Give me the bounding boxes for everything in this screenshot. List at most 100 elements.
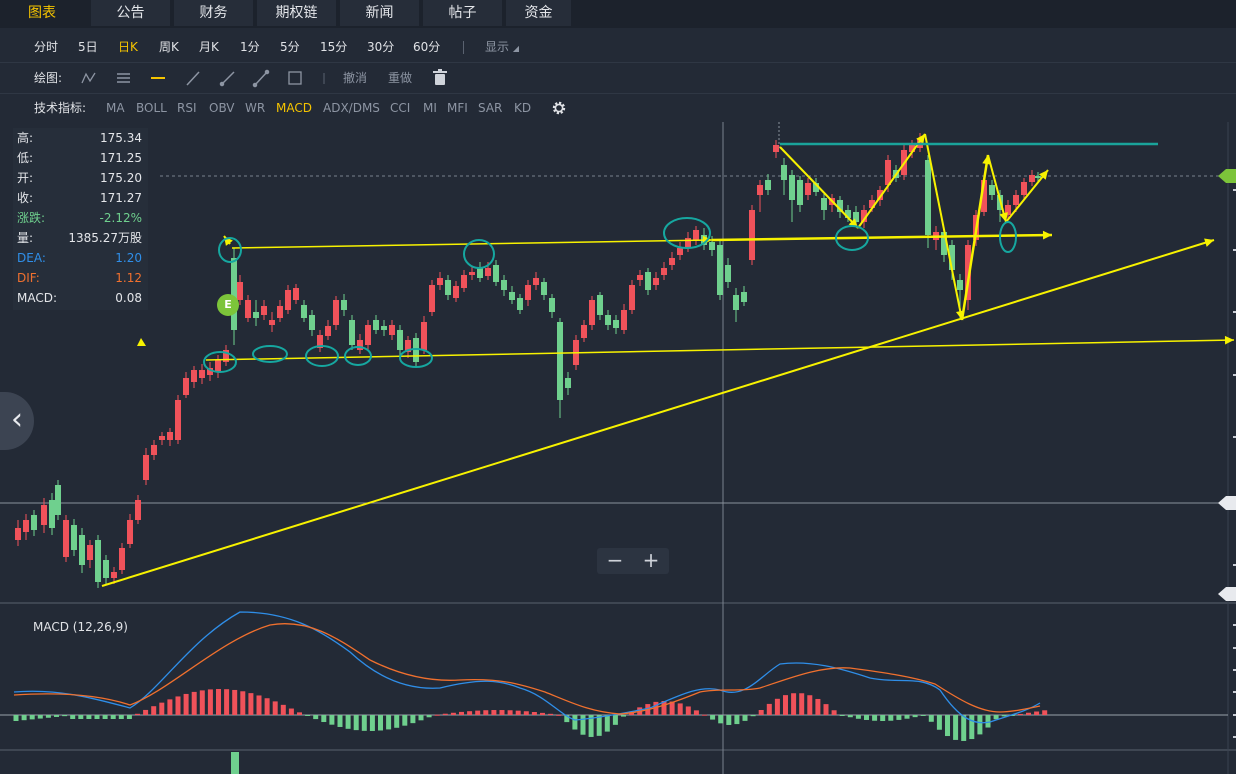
period-15min[interactable]: 15分 [320, 40, 348, 54]
redo-button[interactable]: 重做 [388, 71, 413, 85]
trash-icon[interactable] [433, 69, 447, 85]
candle-body [231, 258, 237, 330]
tab-announcements[interactable]: 公告 [91, 0, 170, 26]
candle-body [63, 520, 69, 557]
macd-histogram-bar [588, 715, 594, 737]
indicator-cci[interactable]: CCI [390, 101, 411, 115]
period-weekly-k[interactable]: 周K [159, 40, 179, 54]
axis-price-tag [1218, 496, 1236, 510]
candle-body [837, 200, 843, 212]
display-dropdown[interactable]: 显示 ◢ [485, 32, 519, 64]
tab-financials[interactable]: 财务 [174, 0, 253, 26]
resistance-line [231, 239, 713, 249]
ray-tool-icon[interactable] [219, 71, 235, 87]
candle-body [653, 278, 659, 285]
tab-capital[interactable]: 资金 [506, 0, 571, 26]
axis-tick [1233, 189, 1236, 191]
indicator-label: 技术指标: [34, 101, 87, 115]
macd-histogram-bar [758, 710, 764, 715]
dif-line [13, 611, 1041, 724]
period-5min[interactable]: 5分 [280, 40, 300, 54]
indicator-rsi[interactable]: RSI [177, 101, 197, 115]
period-5day[interactable]: 5日 [78, 40, 98, 54]
tab-options-chain[interactable]: 期权链 [257, 0, 336, 26]
macd-histogram-bar [102, 715, 108, 719]
annotation-circle [663, 217, 711, 249]
macd-histogram-bar [985, 715, 991, 728]
indicator-mi[interactable]: MI [423, 101, 437, 115]
candle-body [693, 230, 699, 240]
tab-chart[interactable]: 图表 [0, 0, 84, 26]
volume-bar [231, 752, 239, 774]
zoom-in-button[interactable]: + [642, 548, 660, 572]
undo-button[interactable]: 撤消 [343, 71, 368, 85]
period-1min[interactable]: 1分 [240, 40, 260, 54]
macd-histogram-bar [888, 715, 894, 721]
quote-dif-row: DIF: 1.12 [13, 268, 148, 288]
candle-body [629, 285, 635, 310]
annotation-triangle [137, 338, 146, 346]
wave-line [857, 133, 926, 229]
macd-histogram-bar [167, 699, 173, 715]
candle-body [253, 312, 259, 318]
indicator-sar[interactable]: SAR [478, 101, 503, 115]
period-60min[interactable]: 60分 [413, 40, 441, 54]
indicator-adx-dms[interactable]: ADX/DMS [323, 101, 380, 115]
candle-body [949, 245, 955, 270]
trend-line-tool-icon[interactable] [186, 71, 200, 86]
tab-posts[interactable]: 帖子 [423, 0, 502, 26]
macd-histogram-bar [847, 715, 853, 718]
indicator-boll[interactable]: BOLL [136, 101, 167, 115]
axis-tick [1233, 691, 1236, 693]
polyline-tool-icon[interactable] [81, 72, 96, 84]
earnings-event-badge[interactable]: E [217, 294, 239, 316]
candle-body [41, 505, 47, 525]
candle-body [749, 210, 755, 260]
macd-histogram-bar [677, 703, 683, 715]
indicator-macd[interactable]: MACD [276, 101, 312, 115]
period-intraday[interactable]: 分时 [34, 40, 59, 54]
candle-body [941, 232, 947, 255]
macd-histogram-bar [183, 693, 189, 715]
macd-histogram-bar [564, 715, 570, 723]
quote-volume-row: 量: 1385.27万股 [13, 228, 148, 248]
period-monthly-k[interactable]: 月K [199, 40, 219, 54]
macd-histogram-bar [734, 715, 740, 725]
candle-body [981, 180, 987, 212]
macd-histogram-bar [467, 711, 473, 715]
macd-histogram-bar [369, 715, 375, 731]
macd-histogram-bar [321, 715, 327, 723]
candle-body [541, 282, 547, 295]
quote-change-row: 涨跌: -2.12% [13, 208, 148, 228]
macd-histogram-bar [175, 696, 181, 715]
macd-histogram-bar [232, 689, 238, 715]
gear-icon[interactable] [549, 98, 569, 118]
resistance-line-extension [711, 233, 1053, 242]
macd-histogram-bar [418, 715, 424, 721]
indicator-mfi[interactable]: MFI [447, 101, 468, 115]
indicator-kd[interactable]: KD [514, 101, 532, 115]
candle-body [381, 326, 387, 330]
candle-body [285, 290, 291, 310]
candle-body [725, 265, 731, 282]
candle-body [485, 268, 491, 276]
tab-news[interactable]: 新闻 [340, 0, 419, 26]
indicator-ma[interactable]: MA [106, 101, 125, 115]
period-30min[interactable]: 30分 [367, 40, 395, 54]
zoom-out-button[interactable]: − [606, 548, 624, 572]
fib-lines-tool-icon[interactable] [117, 73, 130, 83]
candle-body [365, 325, 371, 345]
quote-high-label: 高: [17, 131, 34, 145]
period-daily-k[interactable]: 日K [118, 40, 138, 54]
indicator-wr[interactable]: WR [245, 101, 266, 115]
macd-histogram-bar [572, 715, 578, 730]
macd-histogram-bar [62, 715, 68, 717]
candle-body [237, 282, 243, 300]
dea-line [13, 623, 1041, 715]
candle-body [597, 295, 603, 315]
segment-tool-icon[interactable] [252, 69, 270, 88]
rectangle-tool-icon[interactable] [288, 71, 302, 85]
macd-histogram-bar [540, 712, 545, 715]
indicator-obv[interactable]: OBV [209, 101, 235, 115]
